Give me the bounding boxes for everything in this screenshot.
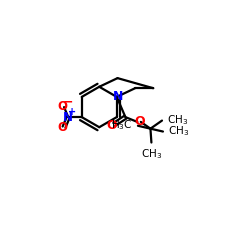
Text: CH$_3$: CH$_3$ — [167, 113, 188, 127]
Text: O: O — [134, 115, 144, 128]
Text: −: − — [63, 95, 74, 108]
Text: N: N — [63, 110, 73, 124]
Text: CH$_3$: CH$_3$ — [141, 147, 162, 160]
Text: O: O — [58, 120, 68, 134]
Text: H$_3$C: H$_3$C — [111, 118, 133, 132]
Text: O: O — [58, 100, 68, 113]
Text: O: O — [107, 119, 117, 132]
Text: CH$_3$: CH$_3$ — [168, 124, 189, 138]
Text: N: N — [113, 90, 124, 104]
Text: +: + — [68, 107, 76, 117]
